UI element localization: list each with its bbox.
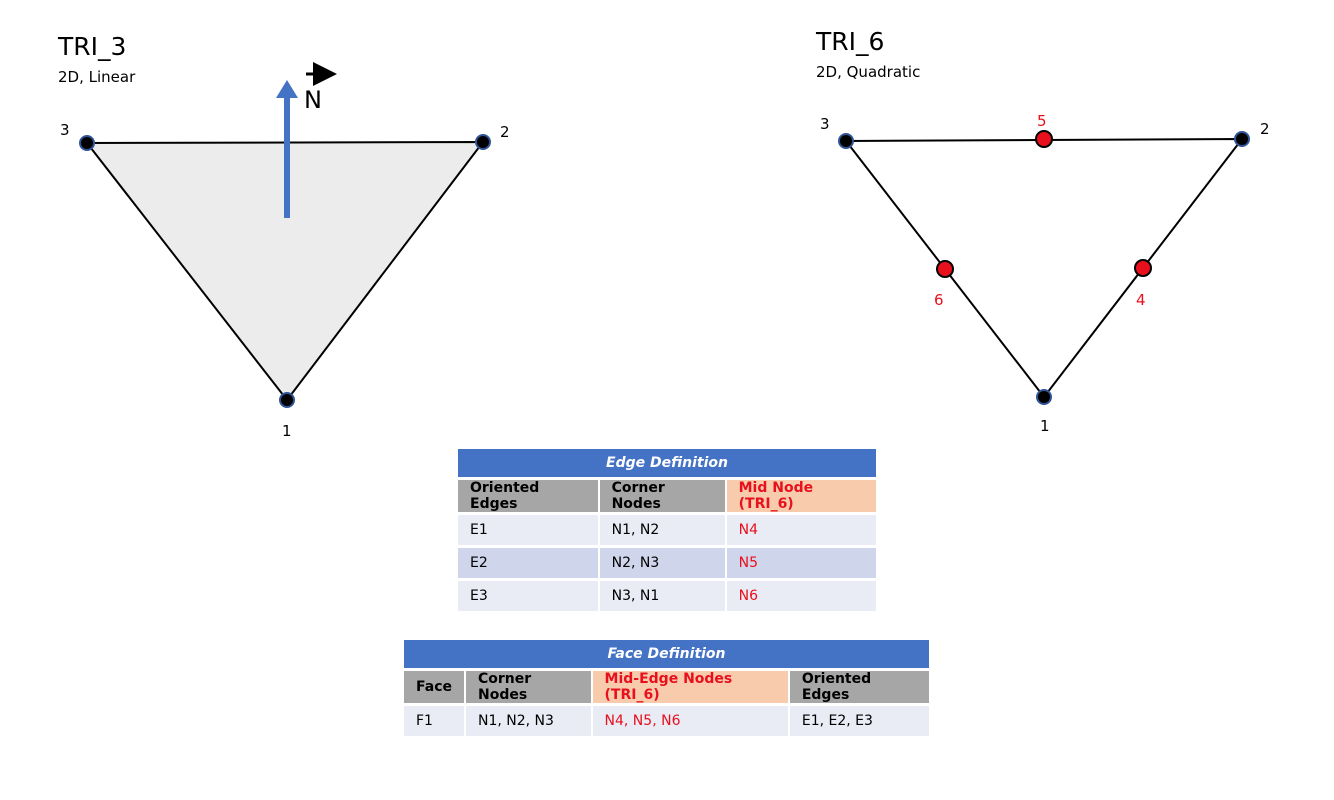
tri3-node-label-1: 1: [282, 422, 292, 440]
edge-cell: E3: [458, 581, 598, 611]
face-definition-table: Face Definition Face Corner Nodes Mid-Ed…: [402, 637, 931, 739]
edge-cell: N2, N3: [599, 548, 725, 578]
face-cell: N1, N2, N3: [465, 706, 591, 736]
face-header-face: Face: [404, 671, 464, 703]
face-header-corner-nodes: Corner Nodes: [465, 671, 591, 703]
tri3-node-label-2: 2: [500, 123, 510, 141]
tri6-edges: [843, 137, 1245, 399]
edge-header-mid-node: Mid Node (TRI_6): [726, 480, 876, 512]
edge-cell: N3, N1: [599, 581, 725, 611]
face-header-oriented-edges: Oriented Edges: [789, 671, 929, 703]
face-cell: N4, N5, N6: [592, 706, 788, 736]
tri3-diagram: N 1 2 3: [60, 62, 510, 440]
tri6-node-6: [936, 260, 954, 278]
edge-table-caption: Edge Definition: [458, 449, 876, 477]
normal-arrow-head: [276, 80, 298, 98]
table-row: E3 N3, N1 N6: [458, 581, 876, 611]
tri3-node-3: [79, 135, 95, 151]
edge-header-corner-nodes: Corner Nodes: [599, 480, 725, 512]
edge-cell: N6: [726, 581, 876, 611]
face-cell: F1: [404, 706, 464, 736]
table-row: F1 N1, N2, N3 N4, N5, N6 E1, E2, E3: [404, 706, 929, 736]
tri6-node-label-1: 1: [1040, 417, 1050, 435]
tri3-subtitle: 2D, Linear: [58, 68, 136, 86]
table-row: E2 N2, N3 N5: [458, 548, 876, 578]
tri6-diagram: 1 2 3 4 5 6: [820, 112, 1270, 435]
tri6-node-2: [1234, 131, 1250, 147]
edge-cell: E1: [458, 515, 598, 545]
element-diagrams: N 1 2 3 1 2 3 4 5 6: [60, 62, 1270, 440]
tri6-node-label-4: 4: [1136, 291, 1146, 309]
tri3-title: TRI_3: [58, 32, 127, 61]
tri6-node-label-6: 6: [934, 291, 944, 309]
tri6-node-5: [1035, 130, 1053, 148]
face-cell: E1, E2, E3: [789, 706, 929, 736]
tri3-node-1: [279, 392, 295, 408]
tri6-node-4: [1134, 259, 1152, 277]
edge-cell: N4: [726, 515, 876, 545]
edge-header-oriented-edges: Oriented Edges: [458, 480, 598, 512]
edge-cell: N1, N2: [599, 515, 725, 545]
edge-cell: E2: [458, 548, 598, 578]
tri6-node-3: [838, 133, 854, 149]
normal-label: N: [304, 86, 322, 114]
tri6-node-label-2: 2: [1260, 120, 1270, 138]
tri6-node-label-3: 3: [820, 115, 830, 133]
face-table-caption: Face Definition: [404, 640, 929, 668]
edge-cell: N5: [726, 548, 876, 578]
tri3-node-label-3: 3: [60, 121, 70, 139]
face-header-mid-edge-nodes: Mid-Edge Nodes (TRI_6): [592, 671, 788, 703]
tri6-title: TRI_6: [816, 27, 885, 56]
tri6-node-1: [1036, 389, 1052, 405]
tri6-subtitle: 2D, Quadratic: [816, 63, 921, 81]
tri6-node-label-5: 5: [1037, 112, 1047, 130]
table-row: E1 N1, N2 N4: [458, 515, 876, 545]
edge-definition-table: Edge Definition Oriented Edges Corner No…: [456, 446, 878, 614]
tri3-node-2: [475, 134, 491, 150]
